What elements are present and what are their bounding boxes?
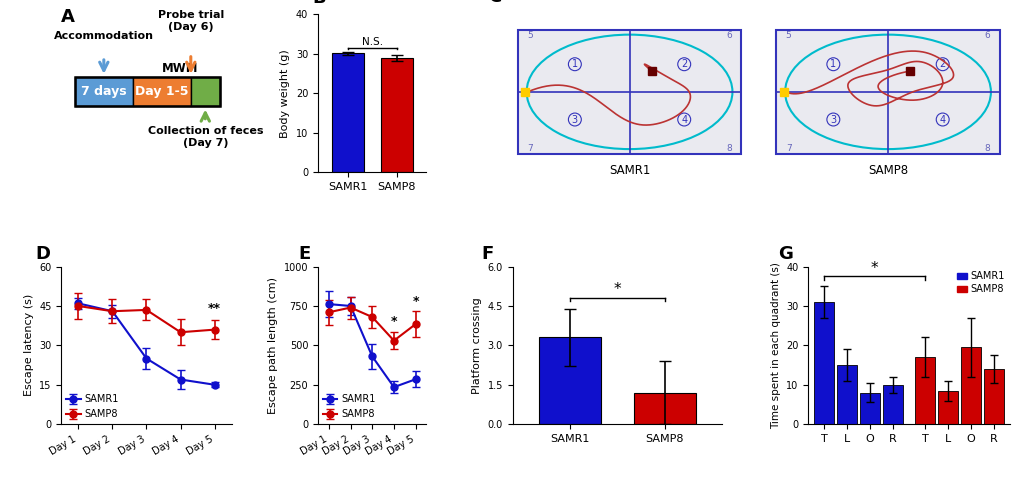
Text: 1: 1 [572,59,578,69]
Bar [191,78,219,106]
Text: B: B [312,0,326,7]
Text: E: E [299,245,311,263]
Text: F: F [481,245,493,263]
Y-axis label: Platform crossing: Platform crossing [472,297,482,394]
Text: *: * [613,282,621,297]
Text: 7: 7 [527,144,533,153]
Bar [634,393,695,424]
Bar [937,391,957,424]
Legend: SAMR1, SAMP8: SAMR1, SAMP8 [323,394,375,419]
Text: 6: 6 [983,31,989,40]
Bar [813,302,834,424]
Text: 8: 8 [726,144,731,153]
Text: D: D [36,245,51,263]
Text: Probe trial
(Day 6): Probe trial (Day 6) [158,10,224,32]
Text: *: * [870,261,877,276]
Text: SAMR1: SAMR1 [608,164,649,177]
Y-axis label: Body weight (g): Body weight (g) [280,49,290,138]
Bar [960,348,979,424]
Text: Accommodation: Accommodation [54,31,154,41]
Text: 5: 5 [785,31,791,40]
Bar [860,393,879,424]
Text: 4: 4 [938,115,945,124]
Text: G: G [777,245,792,263]
Text: **: ** [208,302,221,315]
Bar [983,369,1003,424]
Bar [837,365,856,424]
Text: N.S.: N.S. [362,37,382,47]
Text: SAMP8: SAMP8 [867,164,907,177]
Text: 6: 6 [726,31,731,40]
Text: 5: 5 [527,31,533,40]
Y-axis label: Escape latency (s): Escape latency (s) [23,294,34,397]
Bar [775,30,999,154]
Text: 2: 2 [681,59,687,69]
Bar [882,385,902,424]
Bar [74,78,219,106]
Text: C: C [487,0,500,6]
Bar [914,357,933,424]
Text: 3: 3 [829,115,836,124]
Bar [74,78,132,106]
Text: 1: 1 [829,59,836,69]
Legend: SAMR1, SAMP8: SAMR1, SAMP8 [66,394,119,419]
Bar [538,337,600,424]
Bar [518,30,741,154]
Legend: SAMR1, SAMP8: SAMR1, SAMP8 [956,271,1004,295]
Text: 3: 3 [572,115,578,124]
Text: MWM: MWM [161,62,198,75]
Y-axis label: Time spent in each quadrant (s): Time spent in each quadrant (s) [769,262,780,429]
Y-axis label: Escape path length (cm): Escape path length (cm) [268,277,278,414]
Text: A: A [61,8,75,27]
Bar [132,78,191,106]
Text: 8: 8 [983,144,989,153]
Bar [331,54,363,172]
Text: Collection of feces
(Day 7): Collection of feces (Day 7) [148,126,263,148]
Text: Day 1-5: Day 1-5 [135,85,189,98]
Bar [380,58,413,172]
Text: *: * [412,295,419,308]
Text: *: * [390,315,396,328]
Text: 7: 7 [785,144,791,153]
Text: 7 days: 7 days [81,85,126,98]
Text: 4: 4 [681,115,687,124]
Text: 2: 2 [938,59,945,69]
